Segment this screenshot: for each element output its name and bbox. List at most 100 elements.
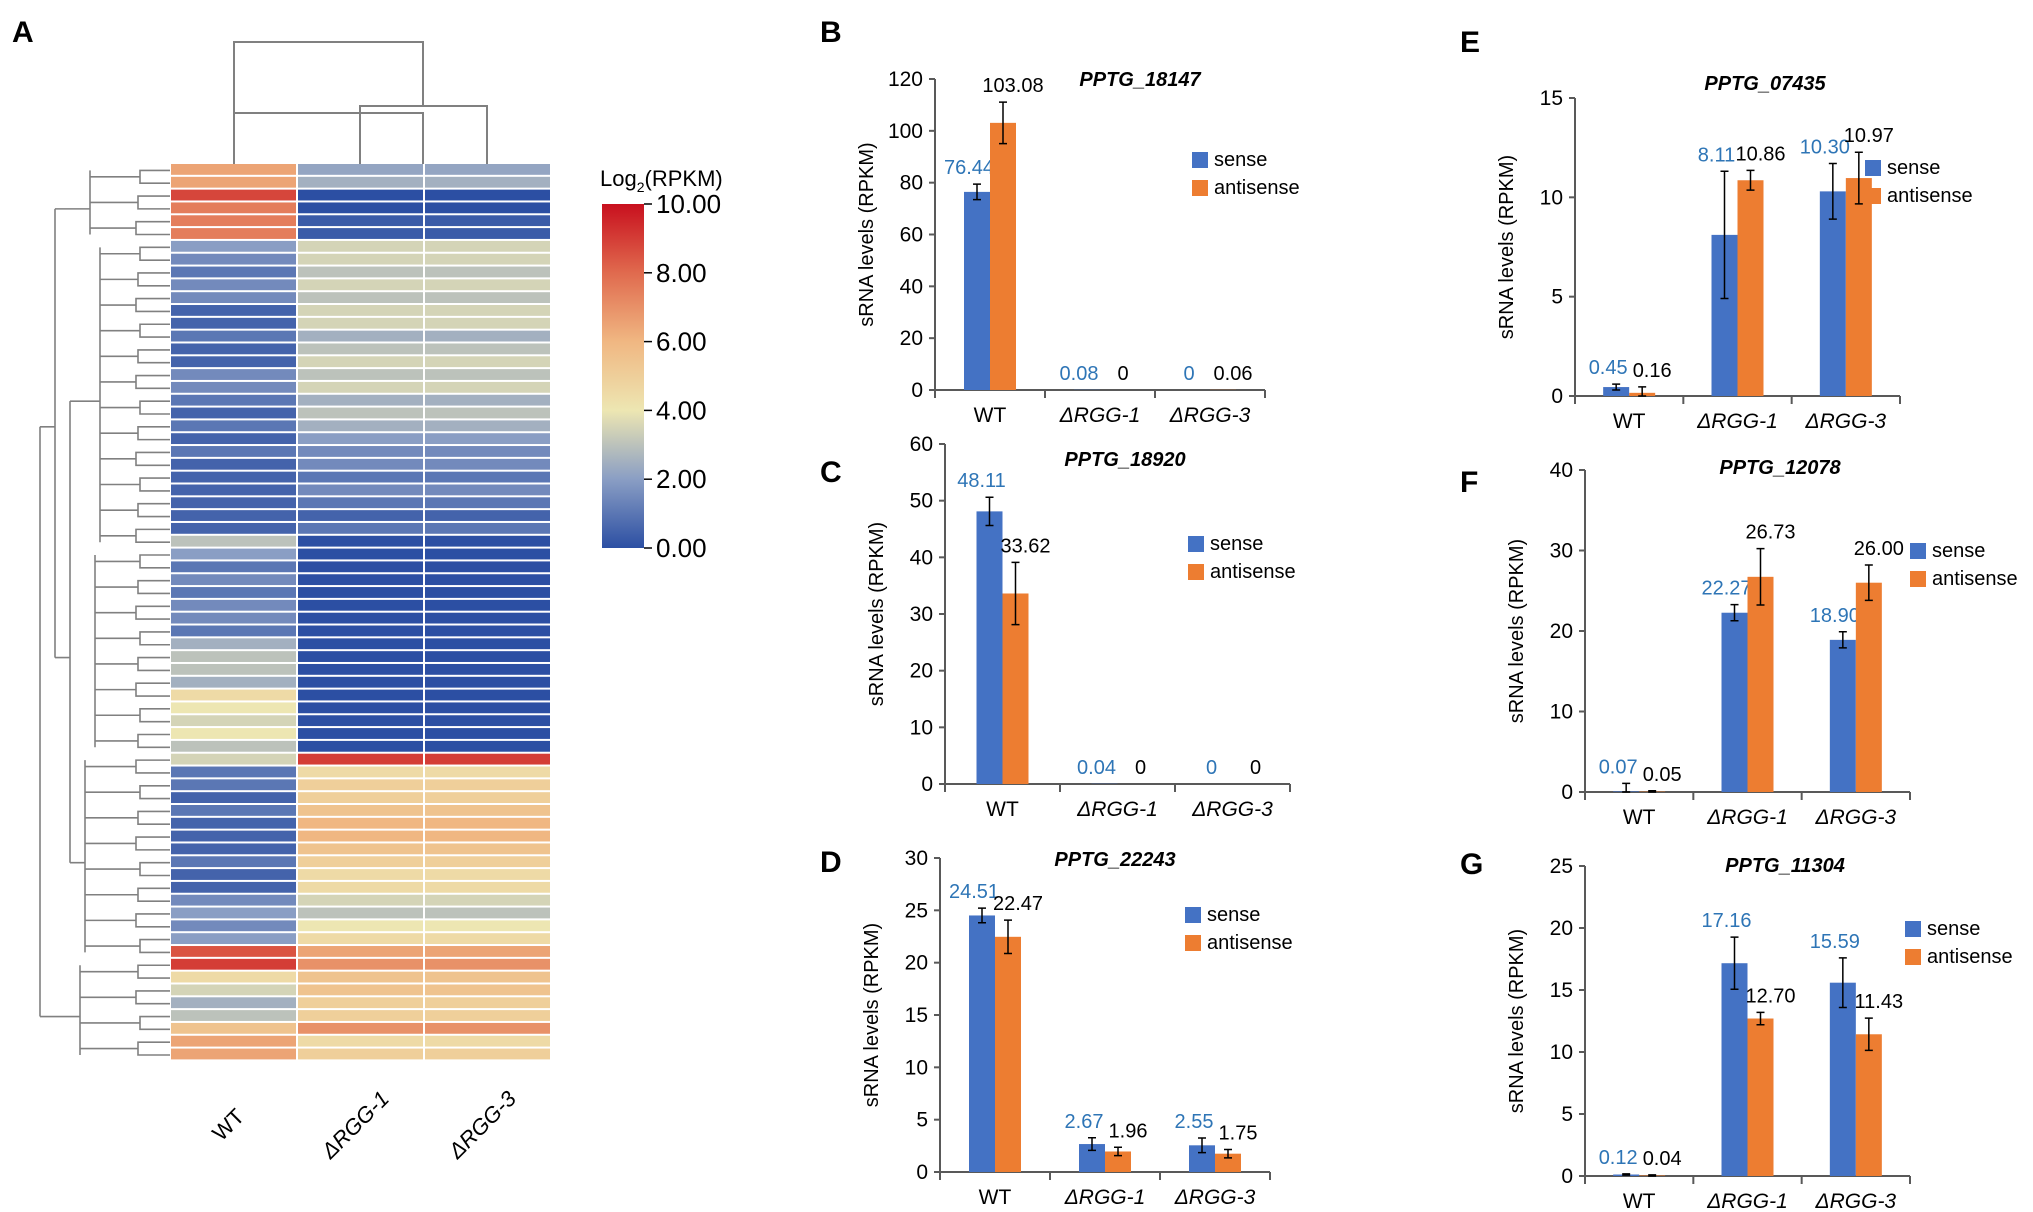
error-bar <box>1224 1148 1232 1159</box>
heatmap-cell <box>298 394 423 406</box>
heatmap-cell <box>171 305 296 316</box>
heatmap-cell <box>298 830 423 842</box>
data-label-antisense: 0.04 <box>1643 1148 1682 1170</box>
chart-title: PPTG_07435 <box>1704 73 1826 95</box>
legend-swatch <box>1185 907 1201 923</box>
bar-sense <box>1603 387 1630 396</box>
legend-swatch <box>1865 160 1881 176</box>
heatmap-cell <box>298 253 423 265</box>
heatmap-cell <box>298 381 423 393</box>
heatmap-cell <box>171 253 296 265</box>
bar-antisense <box>1747 1018 1774 1176</box>
heatmap-cell <box>171 164 296 175</box>
y-axis-label: sRNA levels (RPKM) <box>1506 929 1528 1113</box>
heatmap-cell <box>171 497 296 509</box>
x-tick-label: ΔRGG-3 <box>1191 798 1273 821</box>
y-axis-label: sRNA levels (RPKM) <box>1506 539 1528 723</box>
heatmap-cell <box>298 176 423 188</box>
heatmap-cell <box>171 881 296 893</box>
heatmap-cell <box>298 740 423 752</box>
heatmap-cell <box>171 356 296 368</box>
error-bar <box>1622 1173 1631 1176</box>
heatmap-cell <box>298 766 423 778</box>
x-tick-label: ΔRGG-1 <box>1076 798 1158 821</box>
heatmap-column-label: ΔRGG-3 <box>443 1085 522 1164</box>
bar-chart-panel-b: B PPTG_18147 0 20 40 60 80 100 120 sRNA levels (R… <box>820 16 1300 427</box>
heatmap-cell <box>425 522 550 534</box>
data-label-antisense: 0 <box>1250 757 1261 779</box>
heatmap-cell <box>425 881 550 893</box>
error-bar <box>1730 936 1739 991</box>
heatmap-cell <box>425 984 550 996</box>
heatmap-cell <box>425 228 550 239</box>
heatmap-cell <box>298 651 423 662</box>
y-tick-label: 20 <box>905 952 928 975</box>
data-label-antisense: 0.16 <box>1633 360 1672 382</box>
heatmap-panel: A WT ΔRGG-1 ΔRGG-3 Log2(RPKM) <box>12 16 723 1164</box>
heatmap-cell <box>425 587 550 598</box>
heatmap-cell <box>298 779 423 791</box>
heatmap-cell <box>298 638 423 650</box>
error-bar <box>1720 170 1729 300</box>
data-label-sense: 0 <box>1183 363 1194 385</box>
data-label-sense: 22.27 <box>1701 578 1751 600</box>
heatmap-cell <box>425 548 550 560</box>
data-label-sense: 48.11 <box>957 470 1006 492</box>
heatmap-cell <box>171 933 296 945</box>
heatmap-cell <box>425 458 550 470</box>
heatmap-cell <box>298 792 423 803</box>
legend-label: sense <box>1210 533 1263 555</box>
data-label-sense: 0.04 <box>1077 757 1116 779</box>
y-tick-label: 15 <box>905 1004 928 1027</box>
error-bar <box>1864 1017 1873 1052</box>
heatmap-cell <box>298 471 423 483</box>
heatmap-cell <box>171 920 296 932</box>
x-tick-label: ΔRGG-1 <box>1059 404 1141 427</box>
heatmap-cell <box>171 1048 296 1060</box>
heatmap-cell <box>425 728 550 739</box>
y-tick-label: 25 <box>1550 855 1573 878</box>
data-label-antisense: 1.96 <box>1109 1120 1148 1142</box>
heatmap-cell <box>425 317 550 329</box>
x-tick-label: ΔRGG-3 <box>1815 806 1897 829</box>
heatmap-cell <box>171 638 296 650</box>
y-tick-label: 50 <box>910 490 933 513</box>
y-tick-label: 60 <box>900 224 923 247</box>
error-bar <box>1198 1137 1206 1154</box>
colorbar-tick-label: 0.00 <box>656 533 707 563</box>
x-tick-label: WT <box>1613 410 1646 433</box>
y-tick-label: 25 <box>905 899 928 922</box>
heatmap-cell <box>298 330 423 342</box>
legend-swatch <box>1188 564 1204 580</box>
heatmap-cell <box>425 471 550 483</box>
legend-swatch <box>1188 536 1204 552</box>
heatmap-cell <box>298 753 423 765</box>
heatmap-cell <box>298 561 423 573</box>
heatmap-cell <box>425 369 550 380</box>
x-tick-label: ΔRGG-3 <box>1805 410 1887 433</box>
heatmap-cell <box>171 202 296 214</box>
heatmap-cell <box>171 817 296 829</box>
y-tick-label: 120 <box>888 68 923 91</box>
heatmap-column-label: ΔRGG-1 <box>316 1086 394 1164</box>
heatmap-cell <box>425 330 550 342</box>
colorbar: Log2(RPKM) 10.00 8.00 6.00 4.00 2.00 0.00 <box>600 166 723 563</box>
heatmap-cell <box>298 599 423 611</box>
heatmap-cell <box>171 1010 296 1021</box>
x-tick-label: ΔRGG-3 <box>1815 1190 1897 1212</box>
y-tick-label: 5 <box>916 1109 928 1132</box>
heatmap-cell <box>425 292 550 304</box>
heatmap-cell <box>298 933 423 945</box>
heatmap-cell <box>298 266 423 278</box>
y-tick-label: 20 <box>900 327 923 350</box>
colorbar-tick-label: 4.00 <box>656 395 707 425</box>
heatmap-cell <box>298 189 423 201</box>
error-bar <box>973 183 981 201</box>
y-tick-label: 10 <box>910 716 933 739</box>
y-tick-label: 0 <box>1561 781 1573 804</box>
y-axis-label: sRNA levels (RPKM) <box>866 522 888 706</box>
bar-chart-panel-e: E PPTG_07435 0 5 10 15 sRNA levels (RPKM) WT 0.4… <box>1460 26 1973 433</box>
error-bar <box>1088 1137 1096 1152</box>
heatmap-cell <box>171 856 296 868</box>
